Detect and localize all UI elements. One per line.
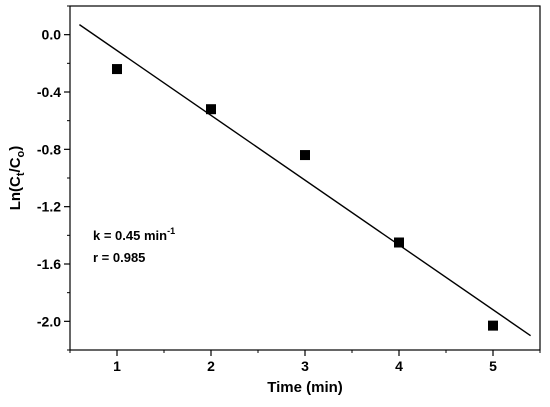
x-tick-label: 5	[489, 358, 497, 374]
x-tick-label: 2	[207, 358, 215, 374]
y-axis-title-sub2: o	[15, 150, 27, 157]
x-tick-label: 1	[113, 358, 121, 374]
annotation-k: k = 0.45 min-1	[93, 226, 175, 243]
fit-line	[79, 24, 531, 337]
annotation-r: r = 0.985	[93, 250, 145, 265]
data-point	[206, 104, 216, 115]
data-point	[394, 237, 404, 248]
y-axis-title: Ln(Ct/Co)	[7, 146, 27, 211]
y-tick-label: -0.4	[37, 84, 61, 100]
y-axis-title-base: Ln(C	[7, 176, 24, 210]
plot-frame	[69, 5, 541, 351]
y-tick-label: -1.6	[37, 256, 61, 272]
y-tick-label: -2.0	[37, 313, 61, 329]
y-axis-title-mid: /C	[7, 157, 24, 172]
fit-layer	[79, 24, 531, 337]
y-tick-label: -1.2	[37, 199, 61, 215]
y-axis-title-end: )	[7, 146, 24, 151]
data-point	[488, 320, 498, 331]
y-tick-label: -0.8	[37, 141, 61, 157]
x-axis-title: Time (min)	[267, 379, 343, 396]
data-point	[300, 150, 310, 161]
points-layer	[112, 64, 498, 331]
data-point	[112, 64, 122, 75]
annotation-k-sup: -1	[167, 226, 175, 236]
annotation-k-text: k = 0.45 min	[93, 228, 167, 243]
x-tick-label: 3	[301, 358, 309, 374]
y-tick-label: 0.0	[42, 27, 62, 43]
y-axis-title-sub1: t	[15, 172, 27, 176]
x-tick-label: 4	[395, 358, 403, 374]
ticks-layer: 1 2 3 4 5 0.0 -0.4 -0.8 -1.2 -1.6 -2.0	[37, 5, 541, 374]
